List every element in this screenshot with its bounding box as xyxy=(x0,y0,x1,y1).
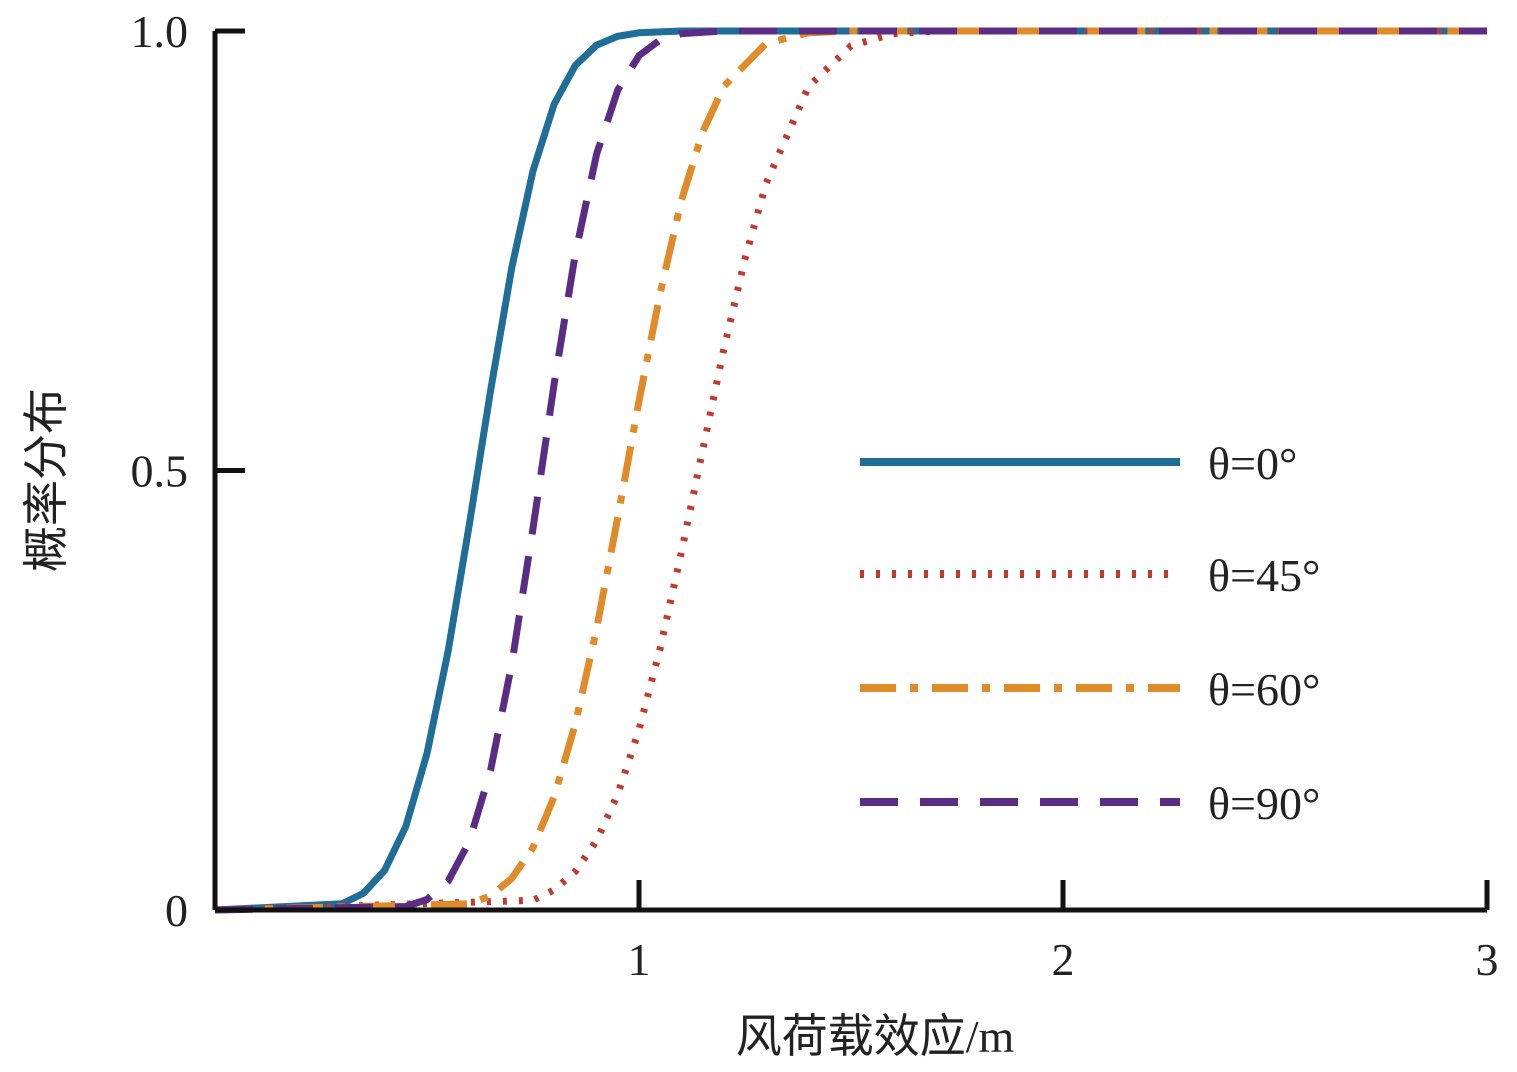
x-tick-label: 1 xyxy=(628,934,651,985)
legend-label-1: θ=45° xyxy=(1208,550,1320,601)
x-tick-label: 2 xyxy=(1052,934,1075,985)
curves xyxy=(214,27,1487,914)
y-tick-label: 0 xyxy=(165,885,188,936)
y-tick-label: 1.0 xyxy=(131,6,189,57)
series-line-0 xyxy=(214,27,1487,914)
y-axis-title: 概率分布 xyxy=(21,388,72,572)
x-tick-label: 3 xyxy=(1476,934,1499,985)
series-line-2 xyxy=(214,27,1487,914)
series-line-3 xyxy=(214,27,1487,914)
legend-label-3: θ=90° xyxy=(1208,778,1320,829)
axes: 1 2 3 0 0.5 1.0 xyxy=(131,6,1499,985)
legend-label-0: θ=0° xyxy=(1208,438,1297,489)
legend: θ=0° θ=45° θ=60° θ=90° xyxy=(860,438,1320,829)
y-tick-label: 0.5 xyxy=(131,446,189,497)
x-axis-title: 风荷载效应/m xyxy=(736,1011,1015,1062)
legend-label-2: θ=60° xyxy=(1208,664,1320,715)
